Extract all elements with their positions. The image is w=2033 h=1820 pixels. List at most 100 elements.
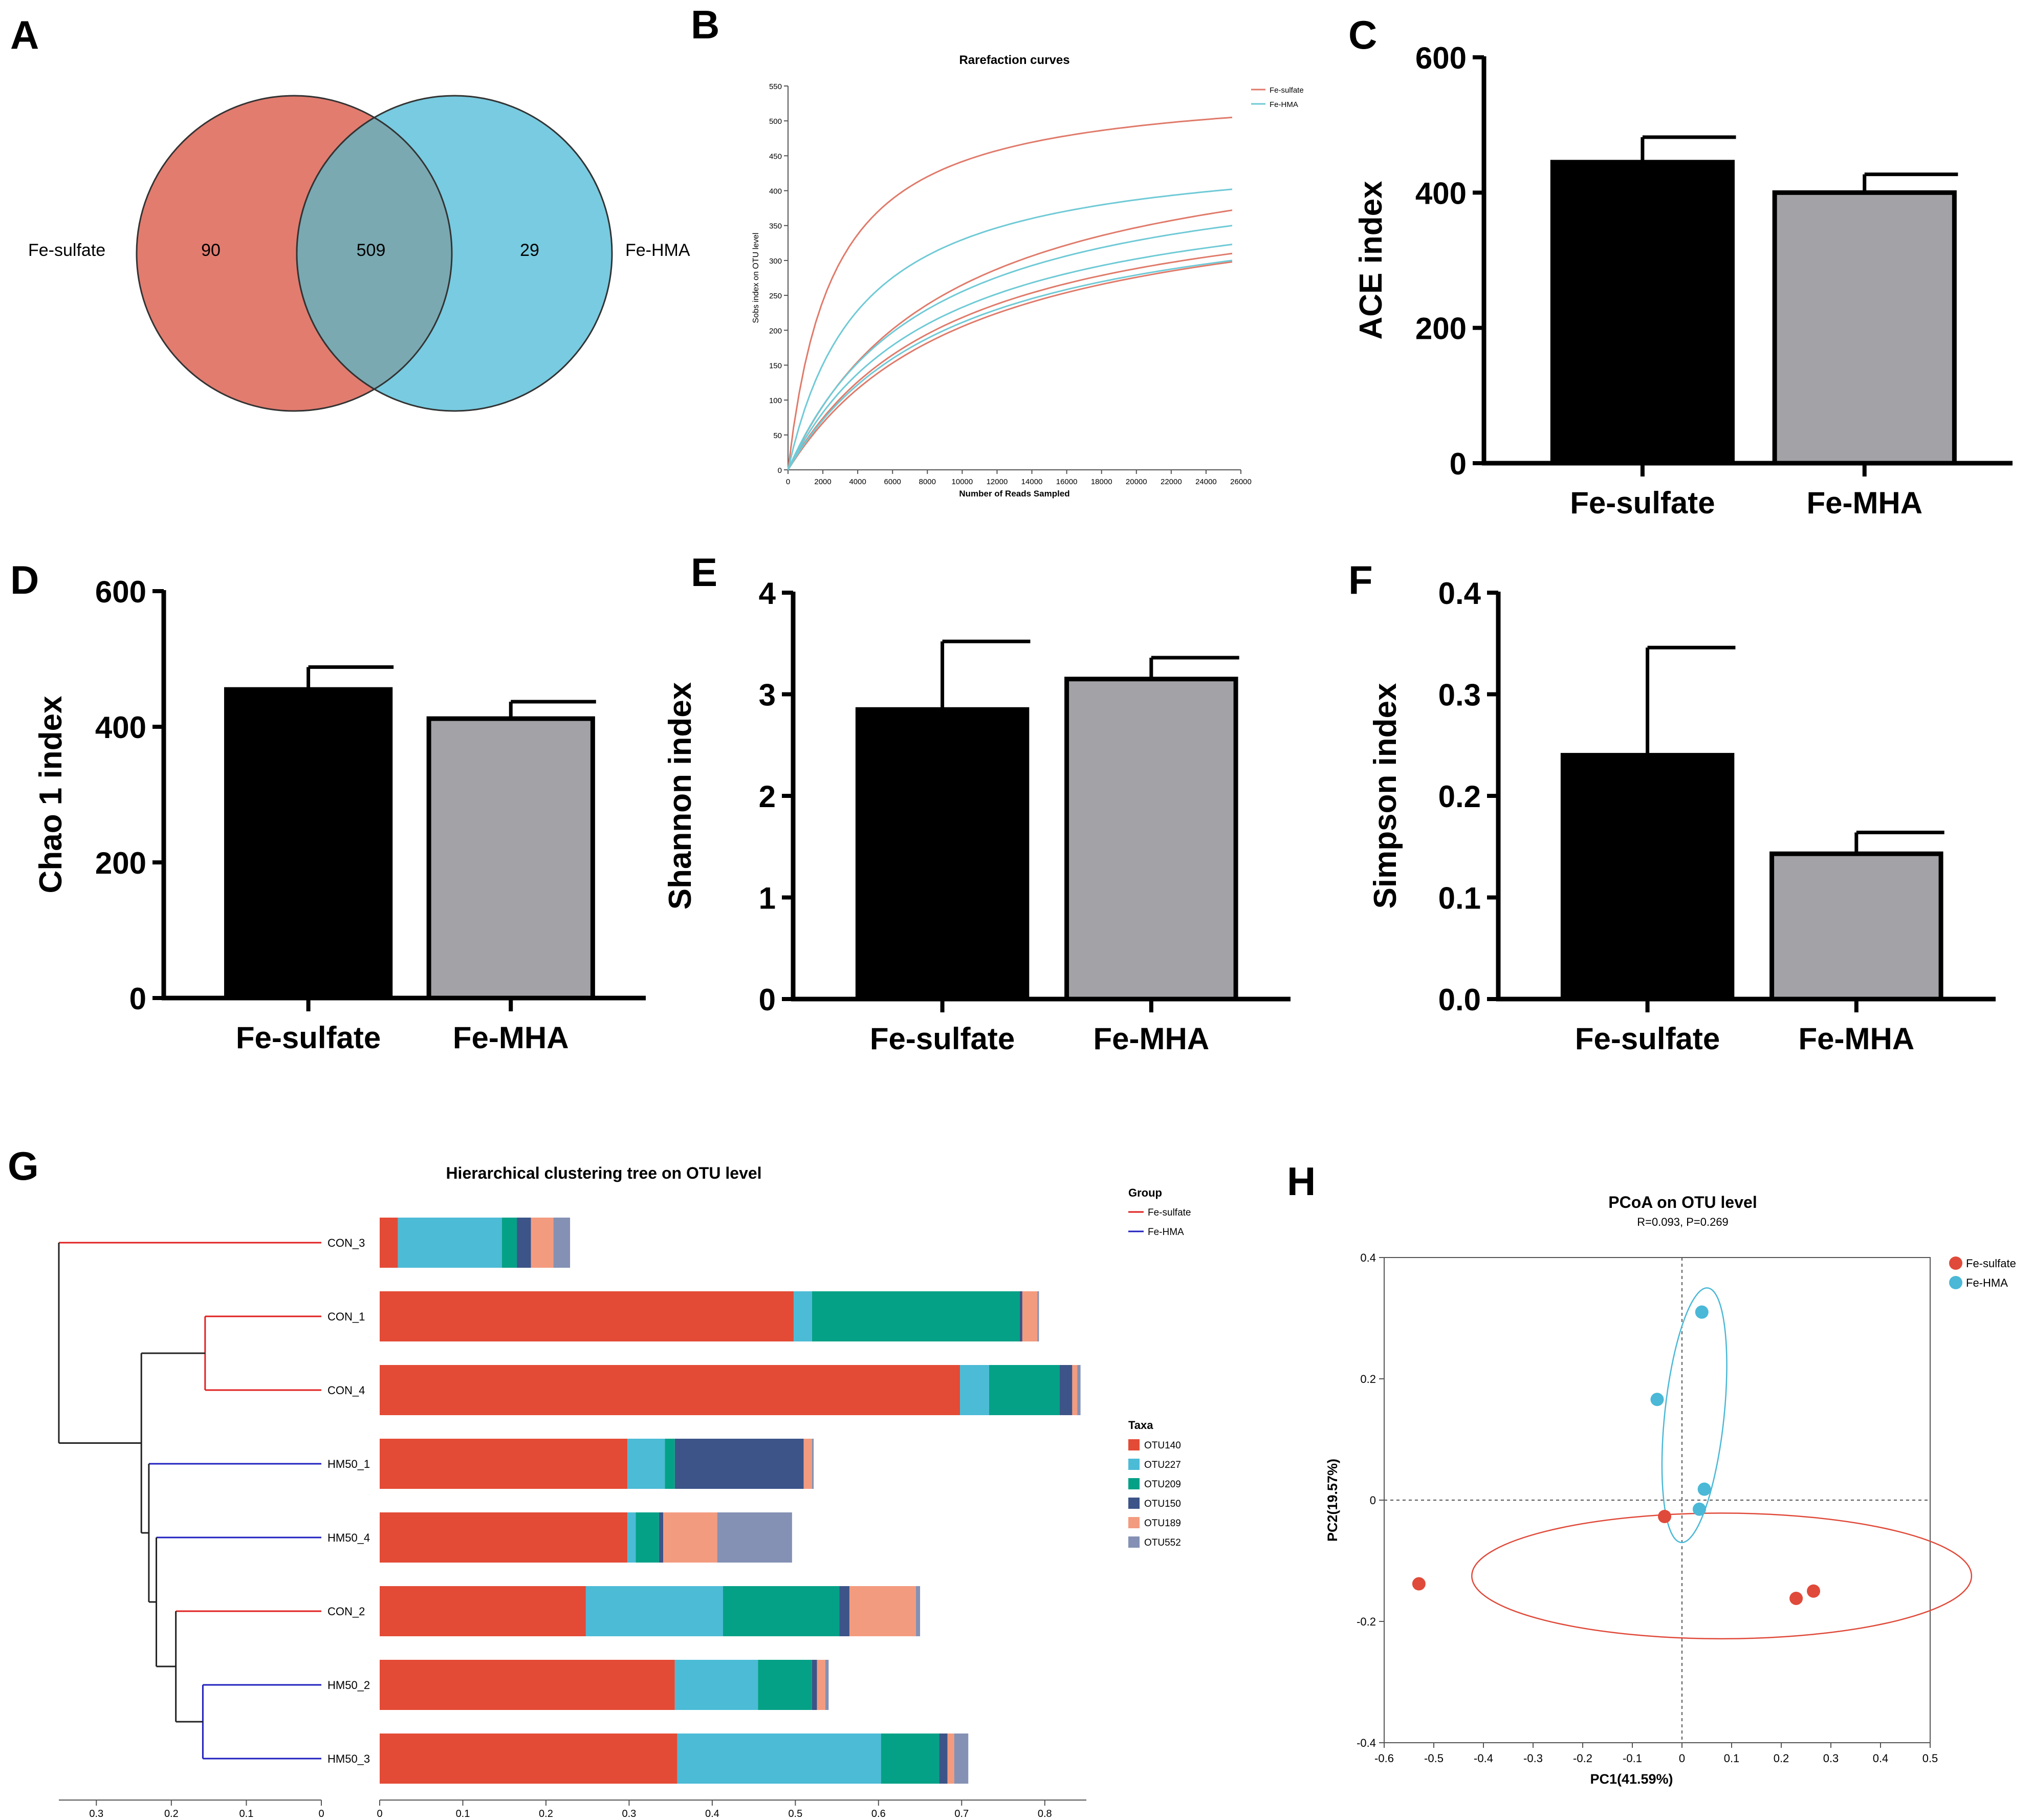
x-tick-label: 0 (1679, 1752, 1685, 1765)
y-axis-label: Shannon index (663, 682, 698, 909)
y-tick-label: 0 (1450, 447, 1467, 481)
y-tick-label: 200 (95, 846, 146, 880)
sample-label: HM50_4 (327, 1531, 370, 1544)
stacked-bar-segment-otu227 (960, 1365, 989, 1415)
venn-overlap-region (296, 116, 453, 391)
fe-sulfate-ellipse (1471, 1512, 1973, 1640)
tree-tick-label: 0.3 (89, 1808, 103, 1819)
panel-label-f: F (1348, 557, 1373, 602)
taxa-legend-swatch (1128, 1517, 1140, 1528)
x-tick-label: Fe-sulfate (1570, 486, 1715, 520)
bar-tick-label: 0.4 (705, 1808, 719, 1819)
sample-label: HM50_1 (327, 1458, 370, 1470)
stacked-bar-segment-otu189 (531, 1218, 554, 1268)
panel-label-e: E (691, 550, 717, 595)
rarefaction-curve-fe-sulfate (787, 261, 1233, 470)
chao1-index-chart: 0 200 400 600 Fe-sulfate Fe-MHA Chao 1 index (33, 575, 646, 1055)
x-tick-label: -0.5 (1424, 1752, 1444, 1765)
x-tick-label: 8000 (919, 478, 936, 486)
pcoa-point-fe-hma (1697, 1482, 1711, 1496)
x-tick-label: 26000 (1230, 478, 1252, 486)
clustering-tree-chart: Hierarchical clustering tree on OTU leve… (58, 1164, 1191, 1819)
y-tick-label: 100 (769, 397, 782, 405)
panel-label-b: B (691, 2, 719, 47)
x-tick-label: 0.1 (1724, 1752, 1740, 1765)
taxa-legend-label: OTU189 (1144, 1518, 1181, 1529)
stacked-bar-segment-otu150 (674, 1439, 804, 1489)
y-tick-label: 0.3 (1438, 678, 1481, 712)
y-tick-label: 400 (769, 187, 782, 196)
chart-title: Rarefaction curves (959, 53, 1069, 67)
venn-overlap-count: 509 (357, 241, 386, 260)
chart-title: Hierarchical clustering tree on OTU leve… (446, 1164, 761, 1182)
stacked-bar-segment-otu189 (1072, 1365, 1078, 1415)
pcoa-point-fe-hma (1695, 1305, 1709, 1319)
venn-left-label: Fe-sulfate (28, 241, 105, 260)
stacked-bar-segment-otu189 (1022, 1291, 1038, 1341)
x-tick-label: 10000 (952, 478, 973, 486)
taxa-legend-label: OTU150 (1144, 1499, 1181, 1509)
stacked-bar-segment-otu140 (380, 1218, 398, 1268)
y-tick-label: 3 (759, 678, 776, 712)
bar-tick-label: 0.2 (539, 1808, 553, 1819)
x-tick-label: -0.4 (1474, 1752, 1493, 1765)
stacked-bar-segment-otu150 (939, 1734, 948, 1784)
pcoa-point-fe-hma (1692, 1502, 1706, 1516)
stacked-bar-segment-otu150 (1020, 1291, 1022, 1341)
venn-left-count: 90 (201, 241, 221, 260)
y-tick-label: 300 (769, 257, 782, 266)
y-axis-label: Simpson index (1368, 683, 1403, 908)
rarefaction-curve-fe-sulfate (787, 116, 1233, 470)
simpson-index-chart: 0.0 0.1 0.2 0.3 0.4 Fe-sulfate Fe-MHA Simpson i… (1368, 576, 1996, 1056)
x-tick-label: 0 (786, 478, 790, 486)
y-tick-label: 450 (769, 152, 782, 161)
stacked-bar-segment-otu150 (659, 1512, 664, 1563)
x-axis-label: Number of Reads Sampled (959, 489, 1069, 499)
y-axis-label: Chao 1 index (33, 696, 69, 893)
x-tick-label: Fe-sulfate (1575, 1022, 1720, 1056)
sample-label: HM50_3 (327, 1752, 370, 1765)
stacked-bar-segment-otu150 (839, 1586, 849, 1636)
y-tick-label: 0 (759, 983, 776, 1017)
y-tick-label: 600 (1415, 41, 1467, 75)
venn-right-count: 29 (520, 241, 539, 260)
y-tick-label: 250 (769, 292, 782, 300)
stacked-bar-segment-otu552 (1077, 1365, 1081, 1415)
stacked-bar-segment-otu209 (723, 1586, 840, 1636)
legend-marker (1949, 1276, 1962, 1289)
x-tick-label: Fe-MHA (1094, 1022, 1210, 1056)
x-tick-label: 14000 (1021, 478, 1043, 486)
y-tick-label: 400 (95, 710, 146, 745)
taxa-legend-swatch (1128, 1439, 1140, 1450)
bar-fe-mha (1772, 190, 1957, 466)
legend-label: Fe-HMA (1966, 1276, 2008, 1289)
y-tick-label: 0 (129, 982, 146, 1016)
y-tick-label: 400 (1415, 176, 1467, 210)
tree-tick-label: 0.2 (164, 1808, 179, 1819)
rarefaction-curve-fe-hma (787, 259, 1233, 470)
x-tick-label: Fe-MHA (1806, 486, 1922, 520)
stacked-bar-segment-otu150 (517, 1218, 531, 1268)
stacked-bar-segment-otu209 (812, 1291, 1020, 1341)
x-tick-label: 18000 (1091, 478, 1112, 486)
shannon-index-chart: 0 1 2 3 4 Fe-sulfate Fe-MHA Shannon index (663, 576, 1291, 1056)
x-tick-label: 16000 (1056, 478, 1078, 486)
legend-label: Fe-HMA (1270, 100, 1298, 109)
tree-tick-label: 0 (318, 1808, 324, 1819)
ace-index-chart: 0 200 400 600 Fe-sulfate Fe-MHA ACE index (1353, 41, 2013, 520)
rarefaction-chart: Rarefaction curves 0 50 100 150 200 250 300 350 4… (752, 53, 1304, 499)
stacked-bar-segment-otu552 (915, 1586, 921, 1636)
bar-fe-sulfate (224, 687, 393, 1001)
stacked-bar-segment-otu552 (553, 1218, 571, 1268)
x-tick-label: Fe-sulfate (236, 1021, 381, 1055)
y-tick-label: 0.0 (1438, 983, 1481, 1017)
x-tick-label: Fe-MHA (1799, 1022, 1915, 1056)
pcoa-chart: PCoA on OTU level R=0.093, P=0.269 -0.6 -0.… (1325, 1193, 2016, 1787)
stacked-bar-segment-otu227 (794, 1291, 812, 1341)
rarefaction-curve-fe-sulfate (787, 252, 1233, 470)
taxa-legend-swatch (1128, 1536, 1140, 1548)
sample-label: CON_2 (327, 1605, 365, 1618)
bar-fe-sulfate (1550, 160, 1735, 466)
tree-tick-label: 0.1 (239, 1808, 254, 1819)
